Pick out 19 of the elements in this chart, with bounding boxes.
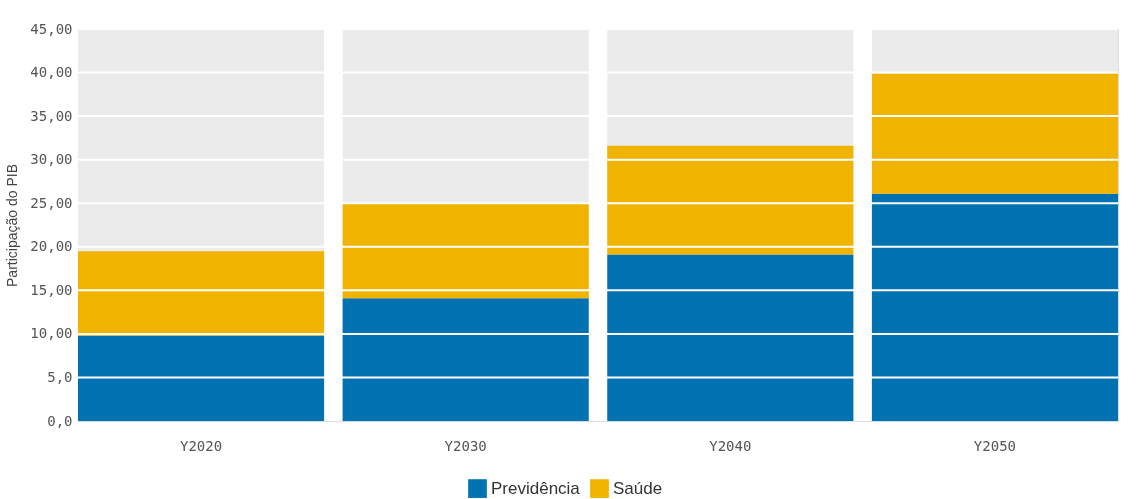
y-tick-label: 40,00 (30, 64, 73, 81)
x-tick-label: Y2030 (444, 437, 487, 454)
legend-label: Saúde (613, 478, 663, 498)
y-tick-label: 45,00 (30, 20, 73, 37)
y-tick-label: 15,00 (30, 281, 73, 298)
y-tick-label: 35,00 (30, 107, 73, 124)
bar (78, 335, 325, 421)
y-tick-label: 10,00 (30, 325, 73, 342)
y-tick-label: 30,00 (30, 151, 73, 168)
y-tick-label: 25,00 (30, 194, 73, 211)
y-tick-label: 20,00 (30, 238, 73, 255)
x-tick-label: Y2040 (709, 437, 752, 454)
y-tick-label: 0,0 (47, 412, 73, 429)
legend-label: Previdência (491, 478, 581, 498)
y-tick-label: 5,0 (47, 368, 73, 385)
x-tick-label: Y2020 (179, 437, 223, 454)
x-tick-label: Y2050 (973, 437, 1017, 454)
y-axis-title: Participação do PIB (4, 164, 21, 287)
bar (871, 193, 1118, 421)
